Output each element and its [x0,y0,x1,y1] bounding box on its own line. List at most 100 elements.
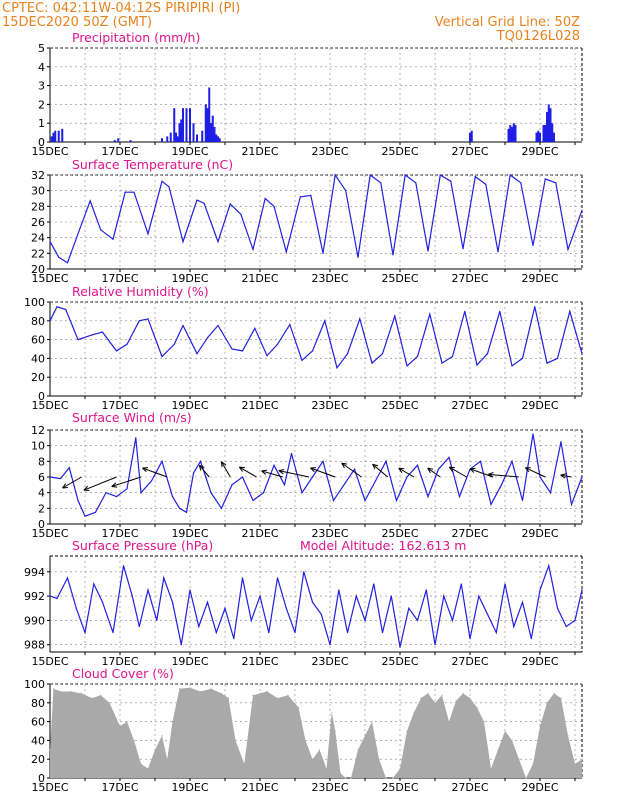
precip-bar [535,132,538,142]
cloud-cover-point [331,711,333,713]
precip-bar [553,132,555,142]
cloud-cover-point [166,758,168,760]
cloud-cover-point [49,749,51,751]
precip-bar [206,108,209,142]
rh-series-point [65,308,67,311]
cloud-cover-point [518,758,520,760]
wind-arrow-head [278,468,285,475]
cloud-cover-area [50,687,582,778]
wind-arrow-head [220,461,227,468]
pres-series-point [84,631,86,634]
cloud-cover-point [476,706,478,709]
pres-series-point [75,607,77,609]
pres-series-point [198,625,200,628]
cloud-cover-point [100,694,102,696]
cloud-cover-point [357,749,359,751]
wind-arrow-head [261,469,268,475]
wind-arrow-head [83,485,90,491]
wind-series-point [273,464,275,466]
cloud-cover-point [525,777,527,779]
temp-series-point [544,178,546,180]
pres-series-point [373,583,375,585]
wind-series-point [416,464,419,466]
rh-series-point [138,320,140,322]
pres-x-tick-label: 27DEC [451,655,488,668]
wind-series-point [539,476,541,478]
precip-bar [213,126,216,142]
rh-series-point [276,343,279,345]
precip-bar [539,132,541,142]
rh-y-tick-label: 80 [31,315,45,328]
precip-bar [196,134,198,142]
cloud-cover-point [462,692,464,695]
cloud-cover-point [59,690,62,693]
cloud-cover-point [227,697,230,699]
precip-bar [117,138,120,142]
rh-series-point [511,365,513,367]
rh-series-point [581,353,583,355]
pres-x-tick-label: 25DEC [381,655,418,668]
precip-bar [208,87,211,142]
pres-series-point [294,631,296,634]
rh-x-tick-label: 21DEC [241,399,278,412]
wind-x-tick-label: 25DEC [381,527,418,540]
pres-series-point [156,619,158,622]
rh-y-tick-label: 0 [38,390,45,403]
wind-arrow [448,466,467,478]
temp-series-point [567,248,569,251]
precip-bar [169,132,172,142]
pres-series-point [478,595,480,597]
rh-series-point [173,343,175,345]
pres-series-point [513,625,515,628]
pres-series-point [530,638,532,640]
wind-y-tick-label: 10 [31,440,45,453]
temp-series-point [392,254,394,256]
cloud-x-tick-label: 23DEC [311,781,348,794]
cloud-cover-point [406,730,408,732]
cloud-x-tick-label: 27DEC [451,781,488,794]
cloud-y-tick-label: 60 [31,716,45,729]
wind-x-tick-label: 17DEC [101,527,138,540]
wind-series-point [437,468,440,470]
precip-bar [176,136,179,142]
temp-x-tick-label: 17DEC [101,272,138,285]
rh-series-point [394,315,396,317]
rh-series-point [77,339,79,341]
header-grid-note: Vertical Grid Line: 50Z [435,15,580,30]
rh-series-point [311,350,314,352]
precip-bar [509,125,512,142]
temp-series-point [77,233,79,235]
wind-series-point [385,460,387,462]
wind-series-point [220,507,223,509]
pres-series-point [390,595,392,597]
wind-y-tick-label: 2 [38,502,45,515]
cloud-cover-point [80,692,83,695]
cloud-cover-point [455,700,457,702]
temp-series-point [66,262,69,264]
rh-series-point [499,310,501,312]
precip-bar [192,123,195,142]
rh-series-point [451,355,454,358]
wind-arrow-head [427,467,434,474]
wind-series-point [178,507,181,509]
rh-series-point [161,355,163,358]
wind-arrow [198,464,210,478]
pres-x-tick-label: 29DEC [521,655,558,668]
wind-arrow [111,476,142,488]
pres-series-point [346,631,349,634]
wind-y-tick-label: 12 [31,424,45,437]
pres-series-point [250,619,252,622]
precip-y-tick-label: 1 [38,117,45,130]
cloud-cover-point [119,725,121,727]
wind-series-point [532,433,534,435]
pres-y-tick-label: 990 [24,614,45,627]
wind-arrow-head [560,473,567,479]
wind-arrow-shaft [341,462,362,478]
cloud-cover-point [91,697,93,699]
pres-series-point [259,595,261,597]
cloud-cover-point [154,749,156,751]
wind-arrow-shaft [449,466,467,478]
rh-x-tick-label: 19DEC [171,399,208,412]
rh-series-point [49,320,51,322]
